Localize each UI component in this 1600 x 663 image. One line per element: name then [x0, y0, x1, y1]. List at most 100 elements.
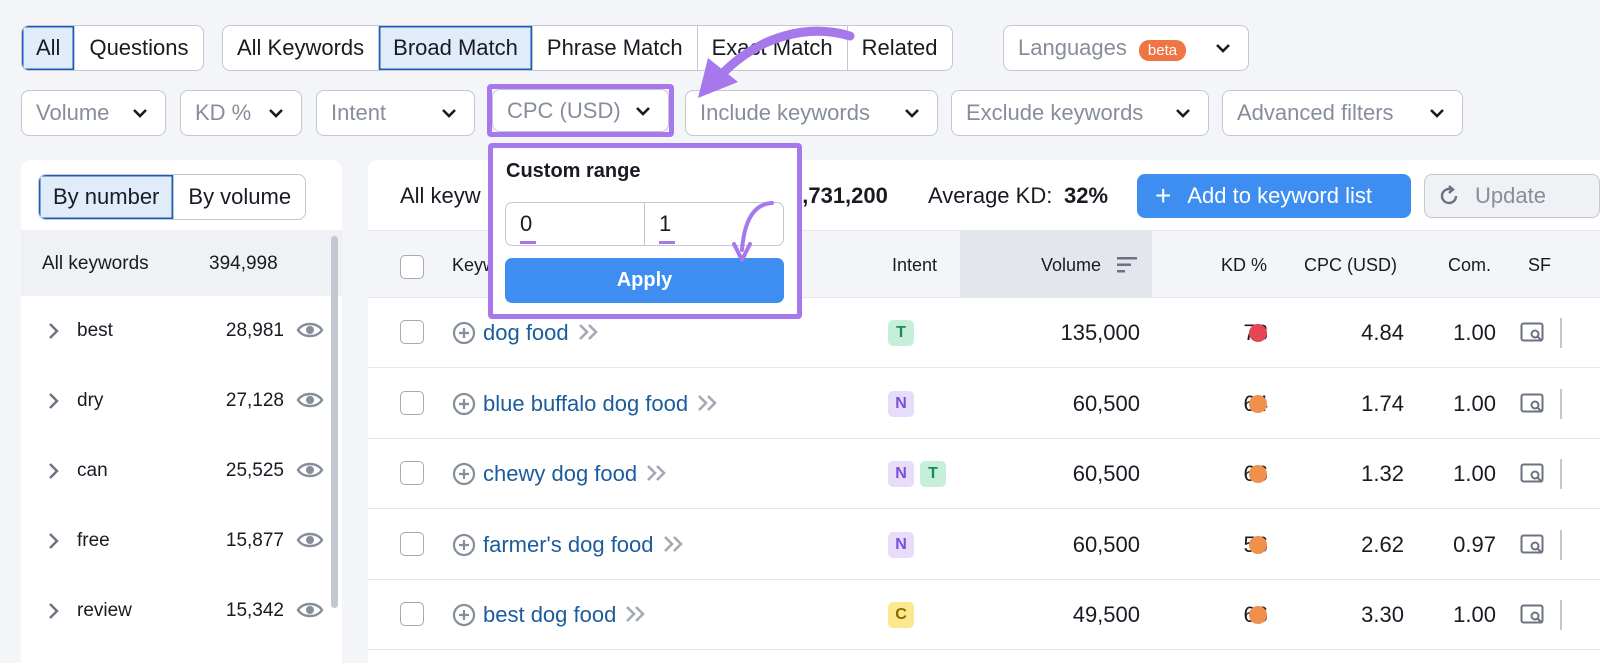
kd-column-header[interactable]: KD %	[1221, 255, 1268, 275]
kd-difficulty-dot	[1249, 465, 1267, 483]
sidebar-item-count: 25,525	[225, 460, 284, 481]
chevron-right-icon[interactable]	[48, 602, 60, 620]
serp-features-icon[interactable]	[1520, 604, 1546, 626]
chevron-down-icon	[133, 109, 147, 118]
cpc-column-header[interactable]: CPC (USD)	[1304, 255, 1397, 275]
range-from-input[interactable]: 0	[506, 203, 645, 245]
double-chevron-icon[interactable]	[577, 322, 599, 347]
volume-filter[interactable]: Volume	[21, 90, 166, 136]
keyword-link[interactable]: dog food	[483, 320, 569, 345]
sidebar-item-label: free	[77, 530, 110, 551]
keyword-link[interactable]: blue buffalo dog food	[483, 390, 689, 416]
column-divider	[1560, 318, 1562, 348]
add-circle-icon[interactable]	[452, 392, 476, 416]
eye-icon[interactable]	[296, 390, 324, 410]
sidebar-item-free[interactable]: free 15,877	[22, 506, 342, 576]
by-volume-button[interactable]: By volume	[173, 175, 305, 219]
add-circle-icon[interactable]	[452, 462, 476, 486]
advanced-filters[interactable]: Advanced filters	[1222, 90, 1463, 136]
tab-phrase-match[interactable]: Phrase Match	[531, 26, 697, 70]
com-cell: 1.00	[1453, 602, 1496, 627]
tab-broad-match[interactable]: Broad Match	[378, 26, 532, 70]
kd-difficulty-dot	[1249, 394, 1267, 413]
chevron-down-icon	[1216, 44, 1230, 53]
intent-filter[interactable]: Intent	[316, 90, 475, 136]
keyword-link[interactable]: chewy dog food	[483, 461, 638, 486]
advanced-filters-label: Advanced filters	[1237, 100, 1394, 125]
sidebar-item-review[interactable]: review 15,342	[22, 576, 342, 646]
add-to-keyword-list-button[interactable]: + Add to keyword list	[1137, 174, 1411, 218]
sidebar-item-count: 27,128	[225, 390, 284, 411]
intent-column-header[interactable]: Intent	[892, 255, 938, 275]
include-keywords-filter[interactable]: Include keywords	[685, 90, 938, 136]
sort-descending-icon[interactable]	[1116, 256, 1138, 274]
column-divider	[1560, 388, 1562, 419]
select-all-checkbox[interactable]	[400, 255, 424, 279]
languages-dropdown[interactable]: Languages beta	[1003, 25, 1249, 71]
add-circle-icon[interactable]	[452, 603, 476, 627]
eye-icon[interactable]	[296, 530, 324, 550]
volume-cell: 135,000	[1060, 320, 1140, 345]
sidebar-toggle: By number By volume	[38, 174, 307, 220]
com-cell: 0.97	[1453, 531, 1496, 557]
row-checkbox[interactable]	[400, 390, 424, 415]
volume-column-header[interactable]: Volume	[1041, 255, 1102, 275]
kd-difficulty-dot	[1249, 535, 1267, 554]
all-keywords-label: All keywords	[42, 253, 149, 274]
sidebar-item-count: 28,981	[225, 320, 284, 341]
tab-related[interactable]: Related	[846, 26, 952, 70]
plus-icon: +	[1155, 180, 1172, 211]
row-checkbox[interactable]	[400, 531, 424, 556]
double-chevron-icon[interactable]	[696, 393, 718, 418]
row-checkbox[interactable]	[400, 461, 424, 485]
add-circle-icon[interactable]	[452, 321, 476, 345]
all-keywords-row[interactable]: All keywords 394,998	[21, 230, 342, 296]
keyword-link[interactable]: farmer's dog food	[483, 531, 654, 557]
serp-features-icon[interactable]	[1520, 322, 1546, 344]
double-chevron-icon[interactable]	[624, 604, 646, 629]
kd-filter[interactable]: KD %	[180, 90, 302, 136]
chevron-right-icon[interactable]	[48, 322, 60, 340]
sf-column-header[interactable]: SF	[1528, 255, 1552, 275]
eye-icon[interactable]	[296, 460, 324, 480]
add-circle-icon[interactable]	[452, 533, 476, 557]
serp-features-icon[interactable]	[1520, 534, 1546, 556]
row-checkbox[interactable]	[400, 320, 424, 344]
double-chevron-icon[interactable]	[662, 534, 684, 559]
by-number-button[interactable]: By number	[39, 175, 174, 219]
double-chevron-icon[interactable]	[645, 463, 667, 488]
update-button[interactable]: Update	[1424, 174, 1600, 218]
tab-all-keywords[interactable]: All Keywords	[237, 35, 365, 60]
com-cell: 1.00	[1453, 390, 1496, 416]
com-column-header[interactable]: Com.	[1448, 255, 1492, 275]
tab-all[interactable]: All	[22, 26, 75, 70]
chevron-right-icon[interactable]	[48, 532, 60, 550]
sidebar-item-can[interactable]: can 25,525	[22, 436, 342, 506]
eye-icon[interactable]	[296, 320, 324, 340]
serp-features-icon[interactable]	[1520, 393, 1546, 415]
cpc-filter[interactable]: CPC (USD)	[492, 89, 669, 132]
intent-badge: C	[888, 602, 914, 628]
tab-questions[interactable]: Questions	[74, 26, 202, 70]
sidebar-item-best[interactable]: best 28,981	[22, 296, 342, 366]
eye-icon[interactable]	[296, 600, 324, 620]
update-label: Update	[1475, 183, 1546, 208]
sidebar-item-dry[interactable]: dry 27,128	[22, 366, 342, 436]
sidebar-scrollbar[interactable]	[331, 236, 338, 608]
range-to-input[interactable]: 1	[645, 203, 783, 245]
serp-features-icon[interactable]	[1520, 463, 1546, 485]
chevron-right-icon[interactable]	[48, 462, 60, 480]
sidebar-item-label: dry	[77, 390, 104, 411]
keyword-link[interactable]: best dog food	[483, 602, 617, 627]
apply-button[interactable]: Apply	[505, 258, 784, 303]
chevron-right-icon[interactable]	[48, 392, 60, 410]
row-checkbox[interactable]	[400, 602, 424, 626]
keyword-column-header[interactable]: Keyw	[452, 255, 497, 275]
total-volume: 9,731,200	[790, 183, 888, 208]
exclude-keywords-filter[interactable]: Exclude keywords	[951, 90, 1209, 136]
